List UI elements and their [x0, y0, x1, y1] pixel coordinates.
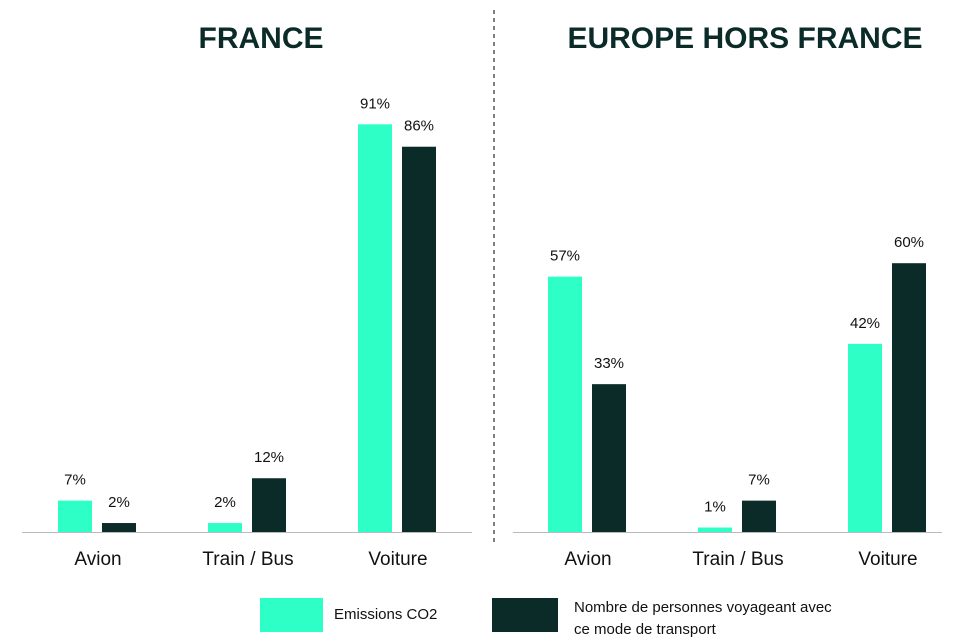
value-label: 42% [850, 315, 880, 332]
legend-swatch [260, 598, 323, 632]
x-tick-label: Train / Bus [202, 549, 293, 570]
bar [208, 523, 242, 532]
bar [742, 500, 776, 532]
x-tick-label: Avion [74, 549, 121, 570]
bar [358, 124, 392, 532]
value-label: 2% [108, 494, 130, 511]
bar [698, 527, 732, 532]
bar [402, 146, 436, 532]
bar [848, 343, 882, 532]
x-tick-label: Voiture [368, 549, 427, 570]
value-label: 33% [594, 355, 624, 372]
chart-title: EUROPE HORS FRANCE [567, 22, 922, 55]
value-label: 7% [64, 472, 86, 489]
value-label: 2% [214, 494, 236, 511]
value-label: 57% [550, 248, 580, 265]
value-label: 12% [254, 449, 284, 466]
x-tick-label: Voiture [858, 549, 917, 570]
value-label: 86% [404, 118, 434, 135]
value-label: 1% [704, 498, 726, 515]
value-label: 7% [748, 472, 770, 489]
value-label: 60% [894, 234, 924, 251]
bar [252, 478, 286, 532]
bar [592, 384, 626, 532]
x-tick-label: Train / Bus [692, 549, 783, 570]
legend-label: Emissions CO2 [334, 606, 438, 623]
bar [892, 263, 926, 532]
value-label: 91% [360, 95, 390, 112]
bar [102, 523, 136, 532]
bar [548, 276, 582, 532]
chart-title: FRANCE [199, 22, 324, 55]
bar [58, 500, 92, 532]
legend-swatch [492, 598, 558, 632]
x-tick-label: Avion [564, 549, 611, 570]
legend-label: Nombre de personnes voyageant avec ce mo… [574, 599, 832, 638]
